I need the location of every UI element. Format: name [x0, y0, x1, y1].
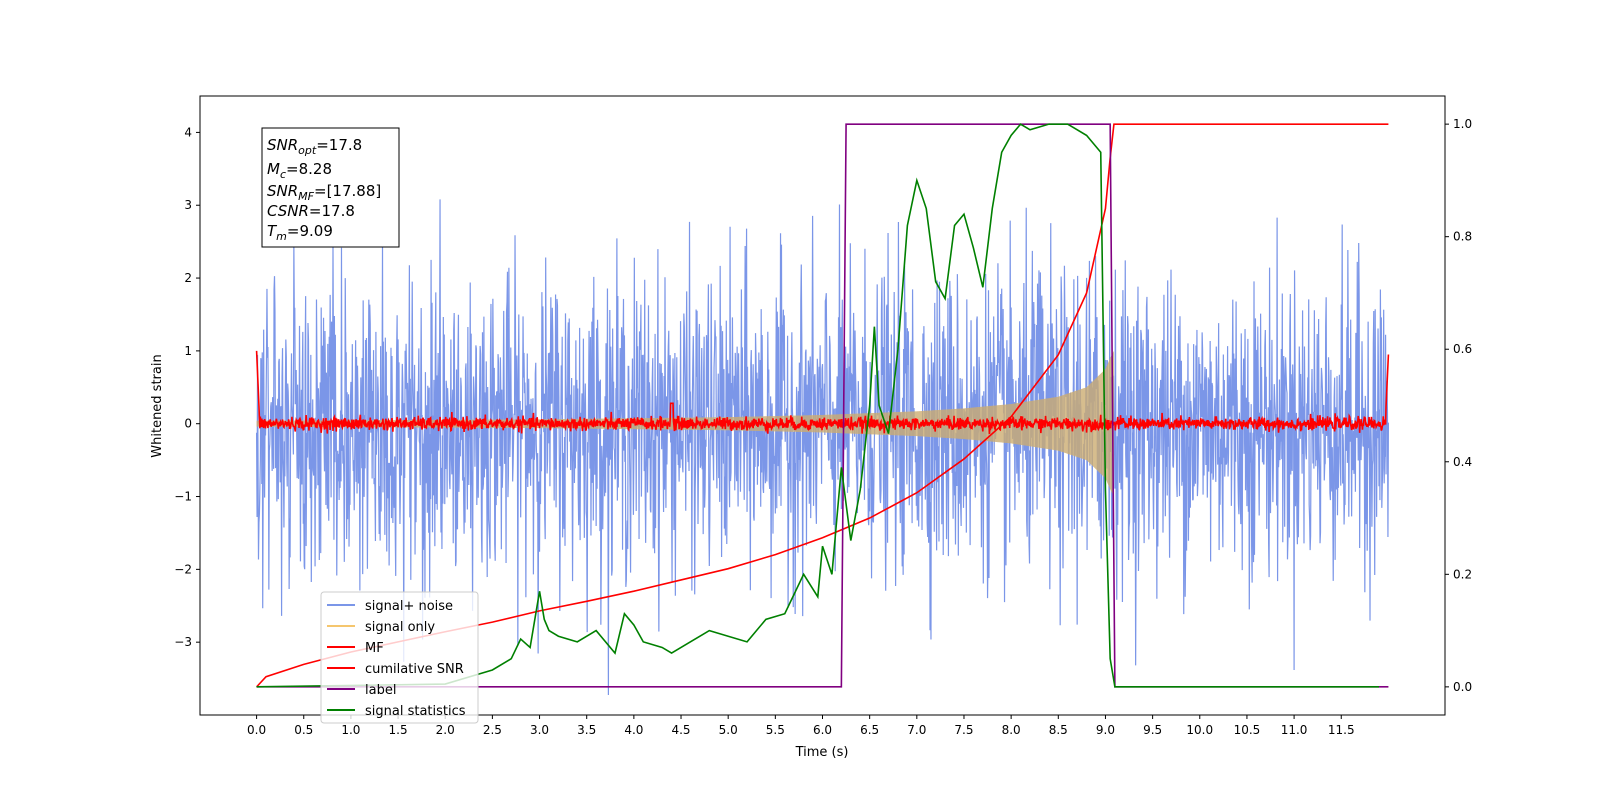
- info-box: SNRopt=17.8 Mc=8.28 SNRMF=[17.88] CSNR=1…: [261, 127, 400, 248]
- legend: signal+ noise signal only MF cumilative SNR…: [320, 591, 479, 724]
- legend-label-signal-only: signal only: [365, 620, 435, 635]
- series-signal-noise-line: [255, 199, 1390, 696]
- info-tm-sub: m: [276, 230, 287, 243]
- legend-label-signal-statistics: signal statistics: [365, 704, 466, 719]
- info-snr-opt-symbol: SNR: [267, 136, 298, 154]
- x-tick-label: 0.0: [247, 723, 266, 737]
- info-snr-opt-value: =17.8: [316, 136, 362, 154]
- x-tick-label: 6.5: [860, 723, 879, 737]
- y2-tick-label: 0.6: [1453, 342, 1472, 356]
- y-tick-label: 2: [184, 271, 192, 285]
- x-tick-label: 9.0: [1096, 723, 1115, 737]
- info-snr-opt-sub: opt: [298, 144, 317, 157]
- info-mc-symbol: M: [267, 160, 280, 178]
- info-csnr: CSNR=17.8: [267, 202, 355, 220]
- info-tm-symbol: T: [267, 222, 278, 240]
- axes: 0.0 0.5 1.0 1.5 2.0 2.5 3.0 3.5 4.0 4.5 5.0 5.5 6.0 6…: [174, 117, 1472, 737]
- x-tick-label: 4.0: [624, 723, 643, 737]
- x-tick-label: 1.5: [389, 723, 408, 737]
- info-tm: Tm=9.09: [267, 222, 333, 243]
- y-tick-label: 3: [184, 198, 192, 212]
- y-axis-label: Whitened strain: [150, 354, 165, 457]
- x-tick-label: 2.0: [436, 723, 455, 737]
- info-snr-mf-sub: MF: [298, 190, 314, 203]
- x-tick-label: 7.5: [954, 723, 973, 737]
- info-snr-opt: SNRopt=17.8: [267, 136, 362, 157]
- info-csnr-symbol: CSNR: [267, 202, 309, 220]
- y2-tick-label: 0.8: [1453, 230, 1472, 244]
- x-tick-label: 6.0: [813, 723, 832, 737]
- legend-label-cumilative-snr: cumilative SNR: [365, 662, 464, 677]
- y-tick-label: −3: [174, 635, 192, 649]
- series-signal-statistics-line: [256, 123, 1379, 688]
- x-tick-label: 1.0: [341, 723, 360, 737]
- info-mc-sub: c: [280, 168, 286, 181]
- info-mc-value: =8.28: [286, 160, 332, 178]
- x-tick-label: 8.5: [1049, 723, 1068, 737]
- series-mf-line: [255, 350, 1390, 434]
- legend-frame: [320, 591, 479, 724]
- x-tick-label: 9.5: [1143, 723, 1162, 737]
- x-tick-label: 7.0: [907, 723, 926, 737]
- y-tick-label: −1: [174, 490, 192, 504]
- x-axis-label: Time (s): [795, 745, 849, 760]
- info-tm-value: =9.09: [287, 222, 333, 240]
- y-tick-label: −2: [174, 562, 192, 576]
- y2-tick-label: 0.2: [1453, 567, 1472, 581]
- x-tick-label: 10.5: [1234, 723, 1261, 737]
- info-snr-mf-symbol: SNR: [267, 182, 298, 200]
- y-tick-label: 0: [184, 417, 192, 431]
- x-tick-label: 11.5: [1328, 723, 1355, 737]
- x-tick-label: 10.0: [1186, 723, 1213, 737]
- legend-label-mf: MF: [365, 641, 384, 656]
- x-tick-label: 11.0: [1281, 723, 1308, 737]
- y-tick-label: 4: [184, 125, 192, 139]
- x-tick-label: 4.5: [671, 723, 690, 737]
- x-tick-label: 3.5: [577, 723, 596, 737]
- x-tick-label: 5.5: [766, 723, 785, 737]
- x-tick-label: 0.5: [294, 723, 313, 737]
- legend-label-signal+-noise: signal+ noise: [365, 599, 453, 614]
- info-box-frame: [261, 127, 400, 248]
- info-mc: Mc=8.28: [267, 160, 332, 181]
- info-snr-mf: SNRMF=[17.88]: [267, 182, 381, 203]
- y2-tick-label: 0.0: [1453, 680, 1472, 694]
- x-tick-label: 3.0: [530, 723, 549, 737]
- x-tick-label: 2.5: [483, 723, 502, 737]
- info-csnr-value: =17.8: [309, 202, 355, 220]
- y2-tick-label: 1.0: [1453, 117, 1472, 131]
- info-snr-mf-value: =[17.88]: [314, 182, 381, 200]
- x-tick-label: 8.0: [1002, 723, 1021, 737]
- x-tick-label: 5.0: [719, 723, 738, 737]
- y2-tick-label: 0.4: [1453, 455, 1472, 469]
- legend-label-label: label: [365, 683, 396, 698]
- y-tick-label: 1: [184, 344, 192, 358]
